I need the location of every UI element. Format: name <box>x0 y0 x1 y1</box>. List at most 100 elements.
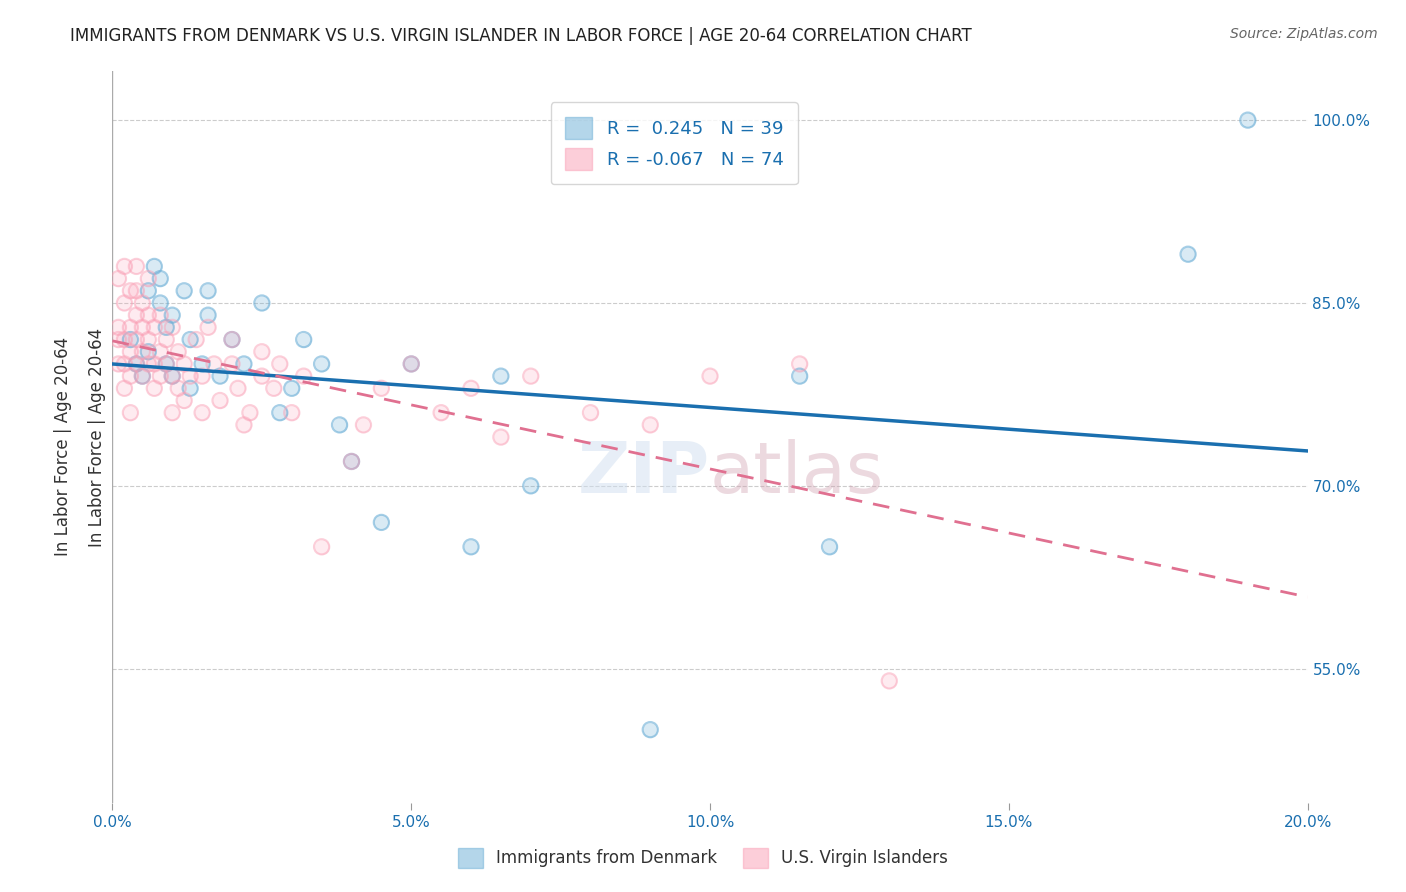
Immigrants from Denmark <box>209 369 232 384</box>
Point <box>329 417 352 432</box>
Immigrants from Denmark <box>131 369 153 384</box>
U.S. Virgin Islanders <box>138 357 160 371</box>
U.S. Virgin Islanders <box>114 381 135 395</box>
U.S. Virgin Islanders <box>131 369 153 384</box>
Text: In Labor Force | Age 20-64: In Labor Force | Age 20-64 <box>55 336 72 556</box>
Point <box>143 381 166 395</box>
U.S. Virgin Islanders <box>114 296 135 310</box>
Point <box>162 369 183 384</box>
U.S. Virgin Islanders <box>879 673 901 688</box>
Point <box>292 369 315 384</box>
Point <box>699 369 721 384</box>
Text: atlas: atlas <box>710 439 884 508</box>
U.S. Virgin Islanders <box>155 333 177 347</box>
Immigrants from Denmark <box>179 381 201 395</box>
U.S. Virgin Islanders <box>114 260 135 274</box>
Point <box>138 308 160 322</box>
Point <box>292 333 315 347</box>
Point <box>209 393 232 408</box>
Point <box>340 454 363 468</box>
Point <box>250 344 273 359</box>
Point <box>579 406 602 420</box>
U.S. Virgin Islanders <box>114 333 135 347</box>
Point <box>138 357 160 371</box>
U.S. Virgin Islanders <box>233 417 256 432</box>
U.S. Virgin Islanders <box>138 271 160 285</box>
Point <box>879 673 901 688</box>
Immigrants from Denmark <box>250 296 273 310</box>
U.S. Virgin Islanders <box>250 344 273 359</box>
Point <box>125 357 148 371</box>
U.S. Virgin Islanders <box>789 357 811 371</box>
Point <box>131 320 153 334</box>
Point <box>125 333 148 347</box>
U.S. Virgin Islanders <box>125 260 148 274</box>
Point <box>131 369 153 384</box>
Point <box>162 406 183 420</box>
Immigrants from Denmark <box>669 820 692 834</box>
Immigrants from Denmark <box>162 369 183 384</box>
Point <box>520 369 543 384</box>
U.S. Virgin Islanders <box>149 344 172 359</box>
Point <box>221 333 243 347</box>
U.S. Virgin Islanders <box>173 393 195 408</box>
Immigrants from Denmark <box>460 540 482 554</box>
Point <box>250 369 273 384</box>
Point <box>209 369 232 384</box>
Point <box>162 308 183 322</box>
U.S. Virgin Islanders <box>143 320 166 334</box>
Point <box>460 381 482 395</box>
Point <box>340 454 363 468</box>
Point <box>460 540 482 554</box>
U.S. Virgin Islanders <box>239 406 262 420</box>
U.S. Virgin Islanders <box>173 357 195 371</box>
Point <box>173 393 195 408</box>
Point <box>114 333 135 347</box>
Point <box>120 344 142 359</box>
Point <box>149 296 172 310</box>
Immigrants from Denmark <box>155 357 177 371</box>
Immigrants from Denmark <box>489 369 512 384</box>
Immigrants from Denmark <box>162 308 183 322</box>
U.S. Virgin Islanders <box>370 381 392 395</box>
Point <box>114 260 135 274</box>
Point <box>197 320 219 334</box>
Point <box>197 284 219 298</box>
U.S. Virgin Islanders <box>311 540 333 554</box>
Point <box>263 381 285 395</box>
Point <box>489 369 512 384</box>
U.S. Virgin Islanders <box>179 369 201 384</box>
Point <box>149 369 172 384</box>
Point <box>370 516 392 530</box>
Point <box>173 284 195 298</box>
Immigrants from Denmark <box>179 333 201 347</box>
Immigrants from Denmark <box>138 344 160 359</box>
U.S. Virgin Islanders <box>197 320 219 334</box>
Point <box>131 369 153 384</box>
Immigrants from Denmark <box>197 284 219 298</box>
U.S. Virgin Islanders <box>250 369 273 384</box>
U.S. Virgin Islanders <box>292 369 315 384</box>
Immigrants from Denmark <box>281 381 304 395</box>
Point <box>143 260 166 274</box>
Immigrants from Denmark <box>292 333 315 347</box>
Immigrants from Denmark <box>269 406 291 420</box>
U.S. Virgin Islanders <box>125 333 148 347</box>
U.S. Virgin Islanders <box>430 406 453 420</box>
Point <box>167 381 190 395</box>
U.S. Virgin Islanders <box>209 393 232 408</box>
U.S. Virgin Islanders <box>125 284 148 298</box>
U.S. Virgin Islanders <box>340 454 363 468</box>
Immigrants from Denmark <box>329 417 352 432</box>
Point <box>125 260 148 274</box>
U.S. Virgin Islanders <box>125 357 148 371</box>
Immigrants from Denmark <box>149 271 172 285</box>
U.S. Virgin Islanders <box>221 333 243 347</box>
U.S. Virgin Islanders <box>155 357 177 371</box>
U.S. Virgin Islanders <box>269 357 291 371</box>
U.S. Virgin Islanders <box>120 344 142 359</box>
U.S. Virgin Islanders <box>699 369 721 384</box>
Point <box>138 333 160 347</box>
U.S. Virgin Islanders <box>226 381 249 395</box>
Immigrants from Denmark <box>120 333 142 347</box>
